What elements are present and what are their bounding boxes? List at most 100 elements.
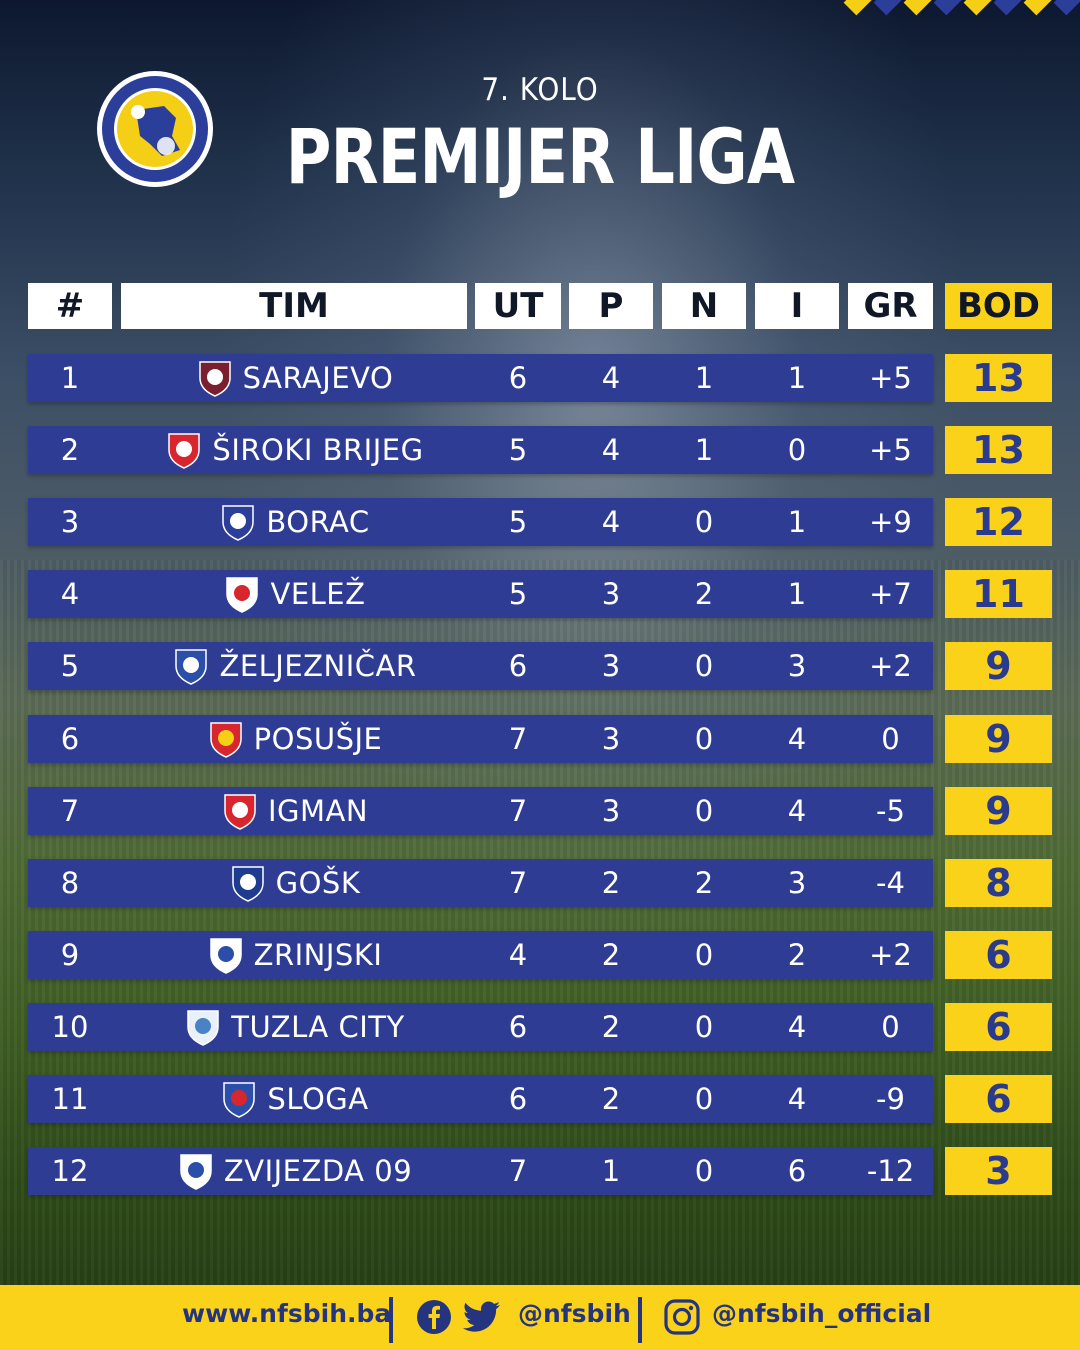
team-cell: SARAJEVO	[121, 354, 467, 402]
website-link[interactable]: www.nfsbih.ba	[182, 1299, 392, 1328]
team-name: BORAC	[266, 505, 370, 539]
position-cell: 2	[60, 433, 80, 467]
won-cell: 1	[601, 1154, 621, 1188]
column-header-points: BOD	[945, 283, 1052, 329]
played-cell: 6	[508, 649, 528, 683]
zrinjski-crest	[209, 938, 242, 974]
team-cell: ZRINJSKI	[121, 931, 467, 979]
tuzla-city-crest	[187, 1010, 220, 1046]
played-cell: 5	[508, 505, 528, 539]
goal-diff-cell: +7	[869, 577, 912, 611]
won-cell: 2	[601, 938, 621, 972]
played-cell: 5	[508, 433, 528, 467]
points-cell: 12	[945, 498, 1052, 546]
goal-diff-cell: 0	[881, 722, 900, 756]
zeljeznicar-crest	[175, 649, 208, 685]
lost-cell: 4	[787, 1082, 807, 1116]
instagram-handle[interactable]: @nfsbih_official	[712, 1299, 932, 1328]
team-name: TUZLA CITY	[231, 1010, 405, 1044]
team-name: ZVIJEZDA 09	[223, 1154, 413, 1188]
lost-cell: 1	[787, 505, 807, 539]
won-cell: 2	[601, 1082, 621, 1116]
goal-diff-cell: +5	[869, 361, 912, 395]
instagram-icon[interactable]	[664, 1299, 700, 1335]
position-cell: 7	[60, 794, 80, 828]
velez-crest	[226, 577, 259, 613]
played-cell: 4	[508, 938, 528, 972]
won-cell: 4	[601, 505, 621, 539]
played-cell: 7	[508, 722, 528, 756]
zvijezda-09-crest	[180, 1154, 212, 1190]
team-name: SARAJEVO	[242, 361, 394, 395]
team-name: SLOGA	[267, 1082, 369, 1116]
gosk-crest	[231, 866, 264, 902]
federation-logo	[97, 71, 213, 187]
position-cell: 9	[60, 938, 80, 972]
points-cell: 11	[945, 570, 1052, 618]
position-cell: 8	[60, 866, 80, 900]
goal-diff-cell: -12	[866, 1154, 915, 1188]
column-header-won: P	[569, 283, 653, 329]
drawn-cell: 0	[694, 505, 714, 539]
table-row: 2 ŠIROKI BRIJEG 5 4 1 0 +5	[28, 426, 933, 474]
facebook-icon[interactable]	[416, 1299, 452, 1335]
position-cell: 1	[60, 361, 80, 395]
league-title: PREMIJER LIGA	[285, 112, 795, 201]
won-cell: 2	[601, 866, 621, 900]
team-cell: ŽELJEZNIČAR	[121, 642, 467, 690]
lost-cell: 3	[787, 649, 807, 683]
twitter-icon[interactable]	[462, 1299, 502, 1335]
column-header-position: #	[28, 283, 112, 329]
team-name: ŠIROKI BRIJEG	[212, 433, 424, 467]
column-header-played: UT	[475, 283, 561, 329]
points-cell: 9	[945, 787, 1052, 835]
social-handle[interactable]: @nfsbih	[518, 1299, 631, 1328]
borac-crest	[222, 505, 255, 541]
position-cell: 12	[51, 1154, 89, 1188]
team-cell: POSUŠJE	[121, 715, 467, 763]
points-cell: 6	[945, 1003, 1052, 1051]
table-row: 5 ŽELJEZNIČAR 6 3 0 3 +2	[28, 642, 933, 690]
footer-bar: www.nfsbih.ba @nfsbih @nfsbih_official	[0, 1285, 1080, 1350]
points-cell: 6	[945, 931, 1052, 979]
points-cell: 9	[945, 715, 1052, 763]
points-cell: 8	[945, 859, 1052, 907]
drawn-cell: 1	[694, 433, 714, 467]
points-cell: 13	[945, 354, 1052, 402]
footer-divider	[638, 1297, 642, 1343]
igman-crest	[224, 794, 256, 830]
played-cell: 7	[508, 866, 528, 900]
played-cell: 6	[508, 1010, 528, 1044]
goal-diff-cell: +5	[869, 433, 912, 467]
played-cell: 7	[508, 794, 528, 828]
table-row: 12 ZVIJEZDA 09 7 1 0 6 -12	[28, 1147, 933, 1195]
column-header-team: TIM	[121, 283, 467, 329]
drawn-cell: 2	[694, 866, 714, 900]
goal-diff-cell: 0	[881, 1010, 900, 1044]
table-row: 3 BORAC 5 4 0 1 +9	[28, 498, 933, 546]
sarajevo-crest	[198, 361, 231, 397]
team-cell: ŠIROKI BRIJEG	[121, 426, 467, 474]
drawn-cell: 1	[694, 361, 714, 395]
played-cell: 6	[508, 1082, 528, 1116]
goal-diff-cell: +9	[869, 505, 912, 539]
goal-diff-cell: -4	[876, 866, 905, 900]
team-cell: VELEŽ	[121, 570, 467, 618]
lost-cell: 1	[787, 361, 807, 395]
played-cell: 7	[508, 1154, 528, 1188]
team-name: VELEŽ	[270, 577, 366, 611]
table-row: 10 TUZLA CITY 6 2 0 4 0	[28, 1003, 933, 1051]
team-cell: BORAC	[121, 498, 467, 546]
lost-cell: 3	[787, 866, 807, 900]
points-cell: 13	[945, 426, 1052, 474]
drawn-cell: 0	[694, 794, 714, 828]
position-cell: 6	[60, 722, 80, 756]
drawn-cell: 0	[694, 938, 714, 972]
goal-diff-cell: -5	[876, 794, 905, 828]
drawn-cell: 0	[694, 722, 714, 756]
team-cell: ZVIJEZDA 09	[121, 1147, 467, 1195]
table-row: 7 IGMAN 7 3 0 4 -5	[28, 787, 933, 835]
position-cell: 11	[51, 1082, 89, 1116]
column-header-goal-diff: GR	[848, 283, 933, 329]
